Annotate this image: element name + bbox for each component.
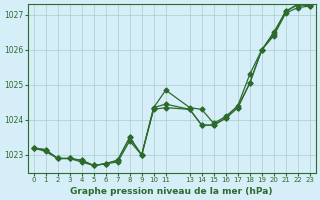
X-axis label: Graphe pression niveau de la mer (hPa): Graphe pression niveau de la mer (hPa) <box>70 187 273 196</box>
